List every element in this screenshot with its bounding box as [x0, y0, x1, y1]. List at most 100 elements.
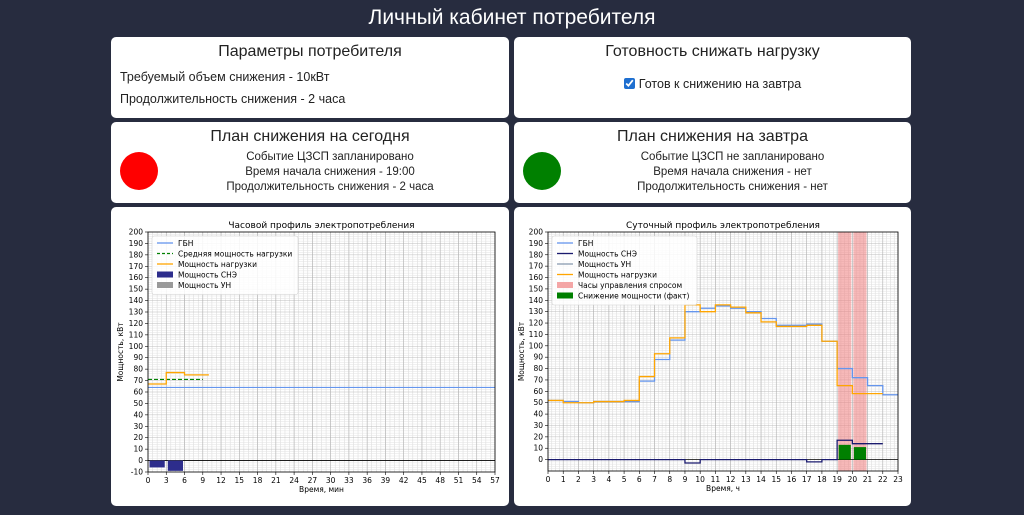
x-tick-label: 27 [308, 476, 318, 485]
x-tick-label: 4 [606, 475, 611, 484]
legend-swatch [157, 282, 173, 288]
reduction-duration-text: Продолжительность снижения - 2 часа [120, 92, 346, 106]
x-axis-label: Время, ч [706, 484, 740, 493]
x-tick-label: 16 [787, 475, 797, 484]
today-plan-details: Событие ЦЗСП запланировано Время начала … [151, 150, 509, 195]
y-tick-label: 40 [533, 410, 543, 419]
legend-swatch [157, 271, 173, 278]
y-tick-label: 40 [133, 410, 143, 419]
y-tick-label: 20 [133, 433, 143, 442]
x-tick-label: 22 [878, 475, 888, 484]
y-tick-label: 110 [529, 330, 544, 339]
x-tick-label: 6 [637, 475, 642, 484]
page-title: Личный кабинет потребителя [368, 6, 656, 29]
reduction-volume-text: Требуемый объем снижения - 10кВт [120, 70, 330, 84]
y-tick-label: 50 [133, 399, 143, 408]
legend-swatch [557, 282, 573, 288]
x-tick-label: 42 [399, 476, 409, 485]
x-tick-label: 12 [726, 475, 736, 484]
y-tick-label: 0 [138, 456, 143, 465]
x-tick-label: 48 [435, 476, 445, 485]
x-tick-label: 1 [561, 475, 566, 484]
y-tick-label: 90 [133, 353, 143, 362]
y-tick-label: 60 [533, 387, 543, 396]
legend-box [551, 235, 698, 306]
legend-label: Мощность УН [578, 260, 631, 269]
tomorrow-event-text: Событие ЦЗСП не запланировано [640, 151, 825, 163]
x-tick-label: 54 [472, 476, 482, 485]
ready-tomorrow-label[interactable]: Готов к снижению на завтра [638, 77, 802, 91]
y-tick-label: 60 [133, 388, 143, 397]
x-tick-label: 18 [253, 476, 263, 485]
x-tick-label: 21 [271, 476, 281, 485]
ready-tomorrow-checkbox[interactable] [623, 78, 635, 89]
x-tick-label: 51 [454, 476, 464, 485]
x-tick-label: 0 [146, 476, 151, 485]
y-tick-label: 120 [529, 319, 544, 328]
y-tick-label: 30 [533, 421, 543, 430]
y-tick-label: 80 [133, 365, 143, 374]
y-tick-label: 90 [533, 353, 543, 362]
x-tick-label: 3 [164, 476, 169, 485]
readiness-card: Готовность снижать нагрузку Готов к сниж… [514, 37, 911, 118]
x-tick-label: 11 [711, 475, 721, 484]
y-tick-label: 170 [529, 262, 544, 271]
y-tick-label: 50 [533, 398, 543, 407]
y-tick-label: 20 [533, 432, 543, 441]
daily-profile-card: Суточный профиль электропотребления 0 1 2 3 4… [514, 207, 911, 506]
plot-frame [547, 231, 899, 472]
y-tick-label: 140 [129, 296, 144, 305]
x-tick-label: 23 [893, 475, 903, 484]
y-tick-label: 140 [529, 296, 544, 305]
x-tick-label: 30 [326, 476, 336, 485]
x-axis-label: Время, мин [299, 485, 344, 494]
tomorrow-plan-details: Событие ЦЗСП не запланировано Время нача… [554, 150, 911, 195]
x-tick-label: 18 [817, 475, 827, 484]
today-status-indicator [120, 152, 158, 190]
legend-label: Мощность СНЭ [178, 271, 237, 280]
x-tick-label: 57 [490, 476, 500, 485]
today-event-text: Событие ЦЗСП запланировано [246, 151, 414, 163]
plot-frame [147, 231, 496, 473]
y-tick-label: 200 [529, 228, 544, 237]
series-line [548, 304, 883, 404]
x-tick-label: 36 [362, 476, 372, 485]
bar-mark [853, 447, 867, 460]
series-line [148, 371, 209, 385]
readiness-checkbox-row[interactable]: Готов к снижению на завтра [514, 77, 911, 91]
chart-title: Суточный профиль электропотребления [626, 221, 820, 231]
y-tick-label: 70 [533, 375, 543, 384]
today-plan-card: План снижения на сегодня Событие ЦЗСП за… [111, 122, 509, 203]
tomorrow-duration-text: Продолжительность снижения - нет [637, 181, 828, 193]
tomorrow-status-indicator [523, 152, 561, 190]
today-plan-title: План снижения на сегодня [210, 128, 410, 145]
legend-label: Мощность нагрузки [178, 260, 257, 269]
x-tick-label: 8 [667, 475, 672, 484]
y-tick-label: 110 [129, 330, 144, 339]
x-tick-label: 3 [591, 475, 596, 484]
y-tick-label: 100 [529, 341, 544, 350]
x-tick-label: 20 [848, 475, 858, 484]
y-tick-label: 80 [533, 364, 543, 373]
legend-label: ГБН [178, 239, 193, 248]
y-tick-label: 190 [129, 239, 144, 248]
consumer-params-title: Параметры потребителя [218, 43, 402, 60]
y-axis-label: Мощность, кВт [116, 322, 125, 382]
x-tick-label: 9 [683, 475, 688, 484]
hourly-profile-card: Часовой профиль электропотребления 0 3 6 9 12… [111, 207, 509, 506]
x-tick-label: 17 [802, 475, 812, 484]
x-tick-label: 19 [832, 475, 842, 484]
x-tick-label: 13 [741, 475, 751, 484]
bar-mark [149, 460, 165, 468]
legend-label: Мощность СНЭ [578, 250, 637, 259]
x-tick-label: 21 [863, 475, 873, 484]
y-tick-label: 100 [129, 342, 144, 351]
readiness-title: Готовность снижать нагрузку [605, 43, 820, 60]
tomorrow-start-text: Время начала снижения - нет [653, 166, 812, 178]
legend-label: Мощность УН [178, 281, 231, 290]
x-tick-label: 0 [546, 475, 551, 484]
y-tick-label: 70 [133, 376, 143, 385]
demand-response-span [838, 232, 852, 471]
demand-response-span [853, 232, 867, 471]
